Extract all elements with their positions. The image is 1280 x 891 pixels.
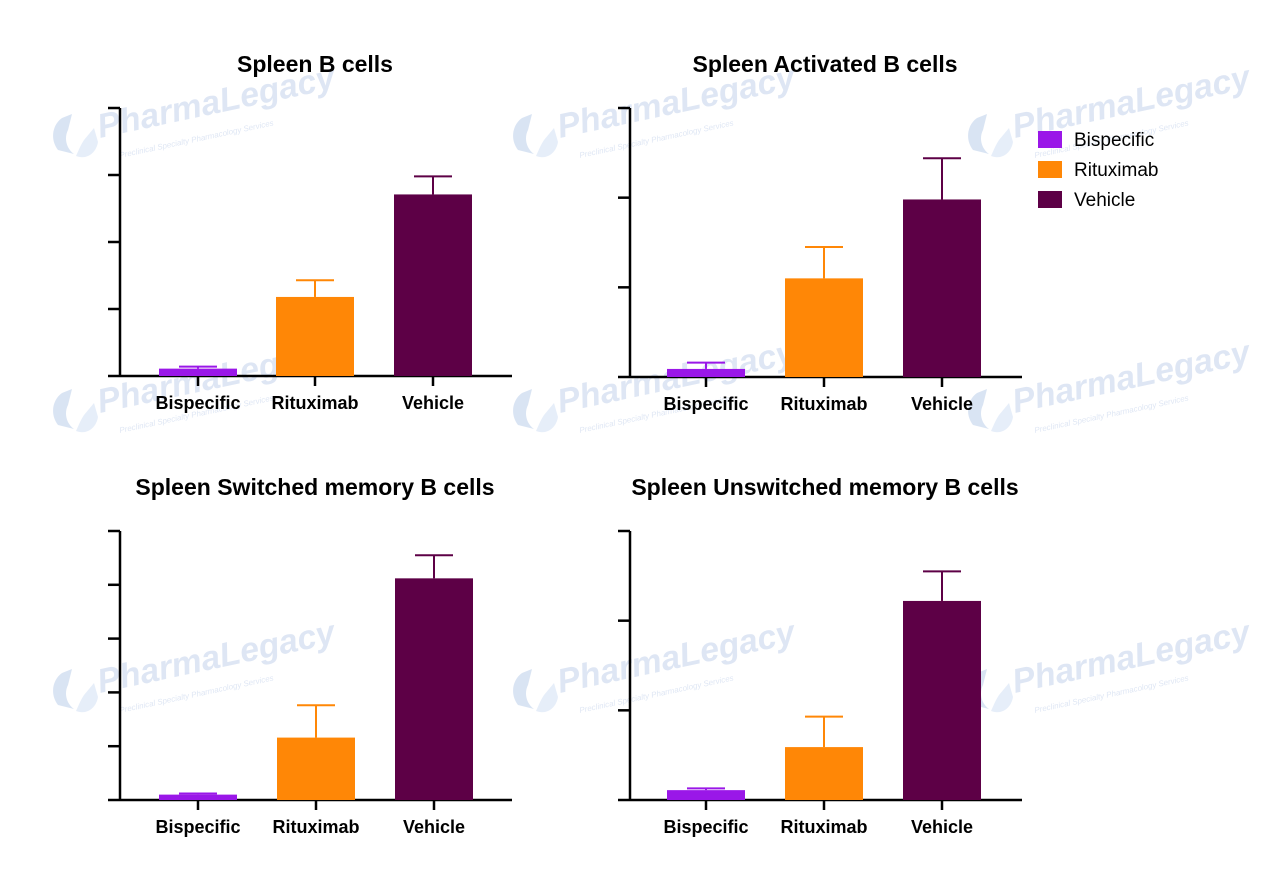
bar-rituximab xyxy=(277,737,355,800)
x-tick-label: Bispecific xyxy=(155,393,240,413)
x-tick-label: Rituximab xyxy=(272,817,359,837)
bar-bispecific xyxy=(159,368,237,376)
chart-panel: Spleen Activated B cells Bispecific Rituxi… xyxy=(618,51,1022,414)
chart-panel: Spleen Switched memory B cells Bispecific… xyxy=(108,474,512,837)
x-tick-label: Vehicle xyxy=(402,393,464,413)
x-tick-label: Bispecific xyxy=(155,817,240,837)
bar-vehicle xyxy=(394,194,472,376)
x-tick-label: Vehicle xyxy=(911,817,973,837)
logo-mark-icon xyxy=(513,389,534,429)
x-tick-label: Bispecific xyxy=(663,394,748,414)
bar-vehicle xyxy=(395,578,473,800)
bar-bispecific xyxy=(667,790,745,800)
logo-mark-icon xyxy=(513,669,534,709)
logo-mark-icon xyxy=(53,669,74,709)
logo-mark-icon xyxy=(53,389,74,429)
bar-rituximab xyxy=(785,747,863,800)
logo-mark-icon xyxy=(991,403,1013,433)
logo-mark-icon xyxy=(536,403,558,433)
legend: Bispecific Rituximab Vehicle xyxy=(1038,130,1158,211)
chart-title: Spleen Activated B cells xyxy=(692,51,957,77)
bar-bispecific xyxy=(159,794,237,800)
legend-item: Rituximab xyxy=(1038,160,1158,181)
legend-swatch xyxy=(1038,161,1062,178)
legend-label: Rituximab xyxy=(1074,160,1158,181)
logo-mark-icon xyxy=(991,128,1013,158)
x-tick-label: Rituximab xyxy=(780,394,867,414)
x-tick-label: Vehicle xyxy=(911,394,973,414)
x-tick-label: Vehicle xyxy=(403,817,465,837)
logo-mark-icon xyxy=(536,683,558,713)
bar-bispecific xyxy=(667,368,745,377)
bar-rituximab xyxy=(276,296,354,376)
bar-rituximab xyxy=(785,278,863,377)
bar-vehicle xyxy=(903,600,981,800)
logo-mark-icon xyxy=(968,114,989,154)
legend-swatch xyxy=(1038,191,1062,208)
logo-mark-icon xyxy=(536,128,558,158)
chart-panel: Spleen B cells Bispecific Rituximab Vehicle xyxy=(108,51,512,413)
legend-label: Vehicle xyxy=(1074,190,1135,211)
logo-mark-icon xyxy=(991,683,1013,713)
legend-swatch xyxy=(1038,131,1062,148)
chart-title: Spleen B cells xyxy=(237,51,393,77)
x-tick-label: Rituximab xyxy=(780,817,867,837)
legend-item: Vehicle xyxy=(1038,190,1135,211)
chart-title: Spleen Unswitched memory B cells xyxy=(631,474,1018,500)
logo-mark-icon xyxy=(76,683,98,713)
logo-mark-icon xyxy=(968,389,989,429)
x-tick-label: Rituximab xyxy=(271,393,358,413)
logo-mark-icon xyxy=(76,128,98,158)
charts-layer: Spleen B cells Bispecific Rituximab Vehicle… xyxy=(108,51,1022,837)
bar-vehicle xyxy=(903,199,981,377)
chart-panel: Spleen Unswitched memory B cells Bispecif… xyxy=(618,474,1022,837)
logo-mark-icon xyxy=(76,403,98,433)
legend-item: Bispecific xyxy=(1038,130,1154,151)
logo-mark-icon xyxy=(53,114,74,154)
legend-label: Bispecific xyxy=(1074,130,1154,151)
logo-mark-icon xyxy=(513,114,534,154)
x-tick-label: Bispecific xyxy=(663,817,748,837)
chart-title: Spleen Switched memory B cells xyxy=(135,474,494,500)
